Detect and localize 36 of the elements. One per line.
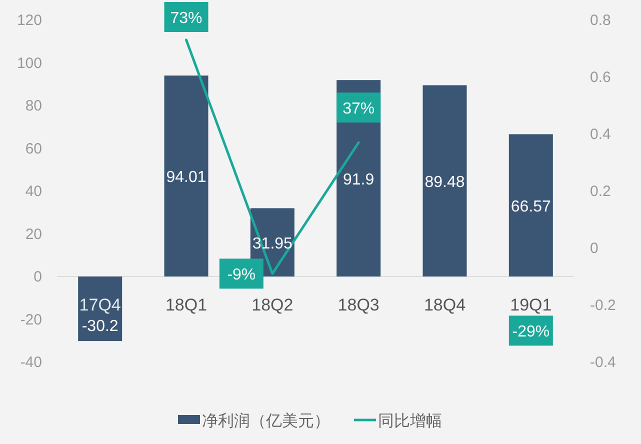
bar xyxy=(422,85,467,276)
data-label: -9% xyxy=(227,266,256,284)
bar xyxy=(508,134,553,276)
y-tick-label: -20 xyxy=(20,311,42,328)
y-tick-label: 100 xyxy=(16,54,42,72)
x-tick-label: 18Q1 xyxy=(165,296,208,314)
x-tick-label: 18Q2 xyxy=(252,296,294,314)
y-tick-label: 80 xyxy=(25,98,42,114)
x-tick-label: 18Q4 xyxy=(424,296,466,314)
y2-tick-label: 0.8 xyxy=(590,12,611,29)
y-tick-label: -40 xyxy=(20,354,42,371)
y2-tick-label: -0.2 xyxy=(590,297,616,314)
y-tick-label: 60 xyxy=(25,140,42,158)
y2-tick-label: 0.2 xyxy=(590,183,611,200)
x-tick-label: 17Q4 xyxy=(79,296,121,314)
data-label: 73% xyxy=(170,10,202,27)
data-label: 66.57 xyxy=(510,198,552,216)
y-tick-label: 40 xyxy=(25,183,42,200)
y-tick-label: 0 xyxy=(34,268,42,286)
y2-tick-label: 0 xyxy=(590,240,598,257)
x-tick-label: 18Q3 xyxy=(338,296,380,314)
data-label: 31.95 xyxy=(252,235,293,252)
y2-tick-label: 0.4 xyxy=(590,126,611,143)
bar xyxy=(164,76,208,276)
legend-label: 同比增幅 xyxy=(378,412,442,430)
data-label: -30.2 xyxy=(82,318,118,336)
x-tick-label: 19Q1 xyxy=(510,296,552,314)
y2-tick-label: -0.4 xyxy=(590,354,616,371)
legend-label: 净利润（亿美元） xyxy=(202,412,330,430)
y-tick-label: 20 xyxy=(25,226,42,243)
data-label: 91.9 xyxy=(343,171,374,188)
y-tick-label: 120 xyxy=(16,12,42,29)
data-label: 37% xyxy=(342,100,375,118)
data-label: 94.01 xyxy=(166,169,206,186)
data-label: 89.48 xyxy=(424,174,465,191)
y2-tick-label: 0.6 xyxy=(590,69,611,86)
